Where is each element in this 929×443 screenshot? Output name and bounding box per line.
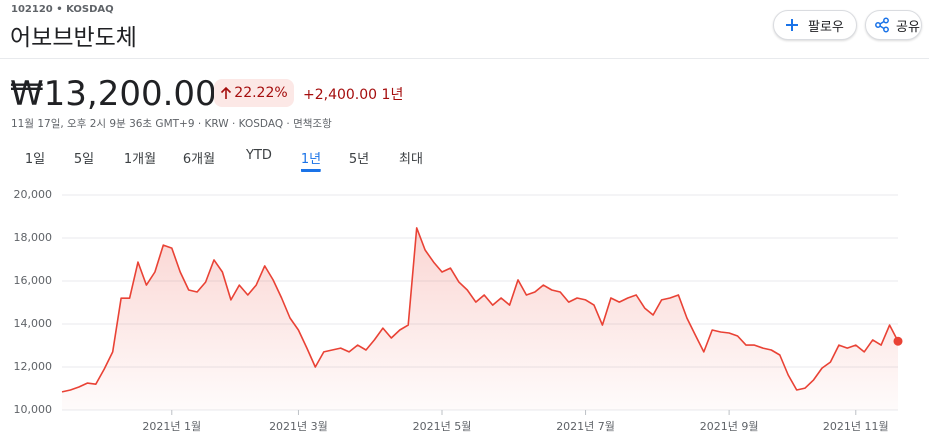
range-tab[interactable]: 1년 [300,148,322,172]
x-tick-label: 2021년 3월 [269,420,328,433]
range-tab[interactable]: 1개월 [123,152,157,167]
y-tick-label: 18,000 [14,231,53,244]
x-tick-label: 2021년 11월 [823,420,889,433]
range-tab[interactable]: 6개월 [182,152,216,167]
price: ₩13,200.00 [10,74,217,114]
price-line [61,227,899,393]
y-tick-label: 20,000 [14,188,53,201]
change-value: +2,400.00 [303,87,378,103]
x-tick-label: 2021년 1월 [142,420,201,433]
range-tab[interactable]: 최대 [399,152,423,167]
share-icon [875,17,889,33]
change-percent: 22.22% [234,85,288,101]
share-button[interactable]: 공유 [865,10,922,40]
plus-icon [786,19,798,31]
change-badge: 22.22% [214,79,294,107]
follow-button[interactable]: 팔로우 [773,10,857,40]
share-label: 공유 [896,19,920,35]
y-tick-label: 10,000 [14,403,53,416]
change-amount: +2,400.00 1년 [303,84,403,104]
ticker: 102120 • KOSDAQ [11,4,114,15]
y-tick-label: 16,000 [14,274,53,287]
subtitle: 11월 17일, 오후 2시 9분 36초 GMT+9 · KRW · KOSD… [11,118,332,130]
divider [0,58,929,59]
x-tick-label: 2021년 9월 [700,420,759,433]
x-tick-label: 2021년 7월 [556,420,615,433]
last-point [893,336,903,346]
range-tab[interactable]: 5년 [348,152,370,167]
range-tab[interactable]: 1일 [24,152,46,167]
y-tick-label: 12,000 [14,360,53,373]
y-tick-label: 14,000 [14,317,53,330]
up-arrow [221,86,232,99]
follow-label: 팔로우 [808,19,844,35]
x-tick-label: 2021년 5월 [413,420,472,433]
change-period: 1년 [381,87,404,103]
stock-name: 어보브반도체 [10,25,137,51]
area-fill [62,227,898,410]
range-tab[interactable]: YTD [246,148,272,163]
range-tab[interactable]: 5일 [73,152,95,167]
